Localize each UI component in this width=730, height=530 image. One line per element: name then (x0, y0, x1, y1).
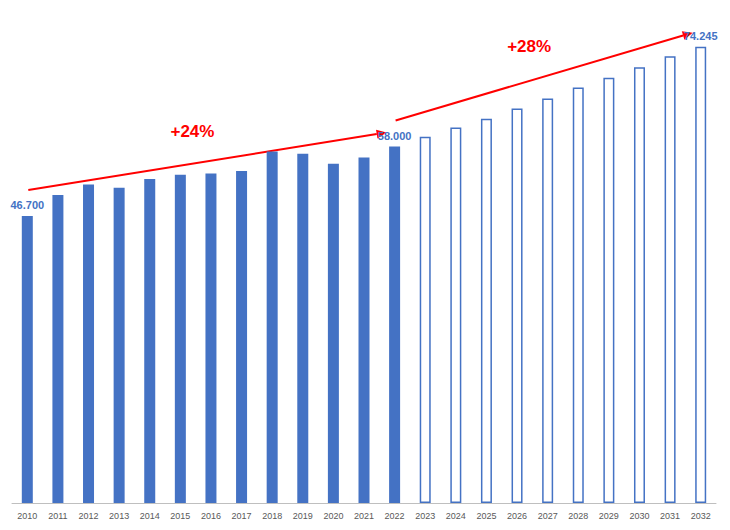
svg-text:2010: 2010 (17, 511, 37, 521)
svg-text:2017: 2017 (232, 511, 252, 521)
svg-text:2021: 2021 (354, 511, 374, 521)
svg-text:2026: 2026 (507, 511, 527, 521)
svg-text:2027: 2027 (538, 511, 558, 521)
svg-text:2030: 2030 (629, 511, 649, 521)
svg-text:2013: 2013 (109, 511, 129, 521)
svg-text:2019: 2019 (293, 511, 313, 521)
svg-text:2023: 2023 (415, 511, 435, 521)
svg-text:2022: 2022 (385, 511, 405, 521)
svg-text:2031: 2031 (660, 511, 680, 521)
svg-text:2012: 2012 (79, 511, 99, 521)
svg-text:2018: 2018 (262, 511, 282, 521)
svg-text:+24%: +24% (170, 122, 214, 141)
svg-text:2028: 2028 (568, 511, 588, 521)
svg-text:2029: 2029 (599, 511, 619, 521)
svg-text:2020: 2020 (323, 511, 343, 521)
svg-text:+28%: +28% (507, 37, 551, 56)
svg-text:46.700: 46.700 (10, 199, 44, 211)
svg-text:2025: 2025 (476, 511, 496, 521)
svg-text:2015: 2015 (170, 511, 190, 521)
svg-text:2014: 2014 (140, 511, 160, 521)
svg-text:58.000: 58.000 (378, 130, 412, 142)
svg-text:2016: 2016 (201, 511, 221, 521)
svg-text:74.245: 74.245 (684, 30, 718, 42)
svg-text:2032: 2032 (691, 511, 711, 521)
svg-text:2011: 2011 (48, 511, 67, 521)
svg-text:2024: 2024 (446, 511, 466, 521)
